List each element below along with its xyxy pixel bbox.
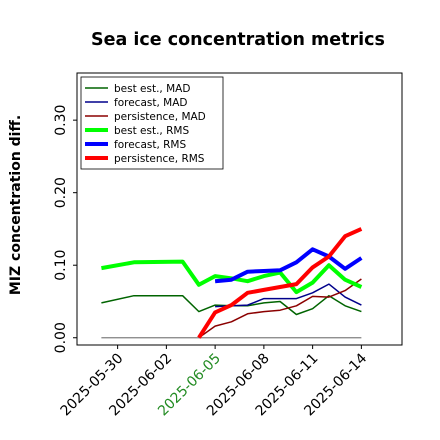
series-line-3 <box>101 259 363 295</box>
legend-label: persistence, MAD <box>114 111 206 123</box>
legend-label: persistence, RMS <box>114 153 205 165</box>
legend-label: forecast, MAD <box>114 97 187 109</box>
series-line-1 <box>215 283 362 308</box>
series-line-0 <box>101 294 362 316</box>
legend: best est., MAD forecast, MAD persistence, … <box>80 76 224 170</box>
legend-label: best est., MAD <box>114 83 190 95</box>
legend-label: forecast, RMS <box>114 139 186 151</box>
y-tick-label: 0.00 <box>53 322 69 353</box>
legend-box <box>80 76 224 170</box>
series-layer <box>101 227 363 339</box>
y-tick-label: 0.10 <box>53 250 69 281</box>
series-line-4 <box>214 247 363 284</box>
series-line-2 <box>198 278 362 339</box>
plot-area <box>76 72 403 346</box>
y-tick-label: 0.20 <box>53 177 69 208</box>
chart-title: Sea ice concentration metrics <box>91 30 385 50</box>
plot-frame <box>76 72 403 346</box>
y-axis-label: MIZ concentration diff. <box>8 115 24 295</box>
y-tick-label: 0.30 <box>53 105 69 136</box>
legend-label: best est., RMS <box>114 125 189 137</box>
x-axis-ticks: 2025-05-302025-06-022025-06-052025-06-08… <box>58 345 370 419</box>
series-line-5 <box>197 227 363 339</box>
y-axis-ticks: 0.00 0.10 0.20 0.30 <box>53 105 77 353</box>
